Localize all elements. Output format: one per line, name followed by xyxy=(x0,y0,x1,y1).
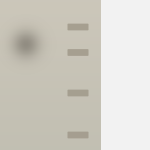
Text: 18 kDa: 18 kDa xyxy=(104,130,134,140)
Text: 25 kDa: 25 kDa xyxy=(104,88,134,98)
FancyBboxPatch shape xyxy=(68,24,88,30)
Bar xyxy=(100,0,150,150)
FancyBboxPatch shape xyxy=(68,49,88,56)
FancyBboxPatch shape xyxy=(68,132,88,138)
FancyBboxPatch shape xyxy=(68,90,88,96)
Text: 45 kDa: 45 kDa xyxy=(104,22,134,32)
Text: 35 kDa: 35 kDa xyxy=(104,48,134,57)
